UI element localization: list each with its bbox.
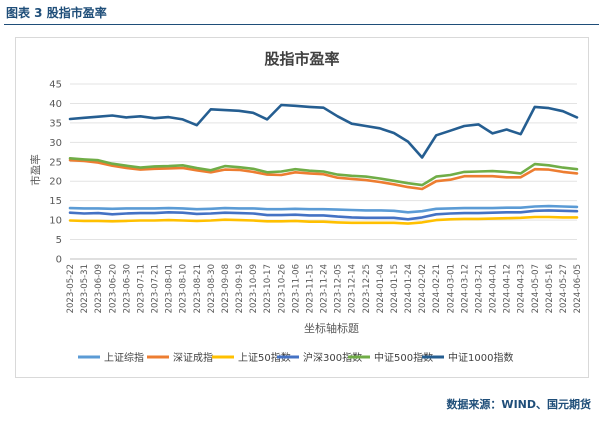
x-tick-label: 2024-03-21 [474,264,484,313]
x-tick-label: 2023-09-08 [221,264,231,313]
legend-label: 中证500指数 [374,351,433,364]
x-tick-label: 2023-11-15 [305,264,315,313]
x-tick-label: 2024-06-05 [573,264,583,313]
x-tick-label: 2023-08-10 [179,264,189,313]
x-tick-label: 2024-04-01 [489,264,499,313]
x-tick-label: 2024-01-15 [390,264,400,313]
x-tick-label: 2023-05-22 [66,264,76,313]
x-tick-label: 2023-08-30 [207,264,217,313]
chart-title: 股指市盈率 [264,50,340,68]
x-tick-label: 2024-05-07 [531,264,541,313]
x-tick-label: 2023-12-25 [362,264,372,313]
series-line [68,158,579,191]
x-tick-label: 2024-03-01 [446,264,456,313]
legend-label: 上证综指 [104,351,144,364]
x-tick-label: 2024-01-04 [376,264,386,313]
x-tick-label: 2023-06-30 [122,264,132,313]
legend-label: 沪深300指数 [303,351,362,364]
legend-label: 深证成指 [173,351,213,364]
source-note: 数据来源：WIND、国元期货 [446,398,591,411]
figure-label: 图表 3 股指市盈率 [6,6,107,20]
series-line [68,204,579,214]
y-tick-label: 15 [49,196,62,207]
x-tick-label: 2024-02-21 [432,264,442,313]
x-tick-label: 2023-06-09 [94,264,104,313]
line-chart: 0 5 10 15 20 25 30 35 40 45 2023-05-22 2023-05-31 20… [29,80,583,365]
x-axis-label: 坐标轴标题 [304,321,359,335]
y-tick-label: 10 [49,216,62,227]
legend-label: 上证50指数 [238,351,291,364]
y-tick-label: 30 [49,138,62,149]
x-tick-label: 2023-08-01 [165,264,175,313]
y-tick-label: 20 [49,177,62,188]
x-tick-label: 2023-06-20 [108,264,118,313]
header-divider [4,24,599,25]
x-tick-label: 2023-11-24 [320,264,330,313]
y-axis-label: 市盈率 [29,154,42,186]
x-tick-label: 2024-02-02 [418,264,428,313]
x-tick-label: 2023-10-09 [249,264,259,313]
x-tick-label: 2023-07-21 [151,264,161,313]
y-tick-label: 35 [49,118,62,129]
y-tick-label: 40 [49,99,62,110]
x-tick-label: 2024-04-12 [503,264,513,313]
y-tick-label: 0 [56,255,62,266]
x-tick-label: 2024-03-12 [460,264,470,313]
x-tick-label: 2024-05-16 [545,264,555,313]
y-tick-label: 45 [49,80,62,91]
x-tick-label: 2023-07-11 [136,264,146,313]
x-tick-label: 2023-11-06 [291,264,301,313]
x-tick-label: 2023-12-05 [334,264,344,313]
x-tick-label: 2023-08-21 [193,264,203,313]
x-tick-label: 2023-10-17 [263,264,273,313]
x-tick-label: 2024-04-23 [517,264,527,313]
series-line [68,157,579,187]
x-tick-label: 2023-12-14 [348,264,358,313]
y-tick-label: 25 [49,157,62,168]
x-tick-label: 2023-10-26 [277,264,287,313]
chart-container: 股指市盈率 0 5 10 15 20 25 30 35 40 45 2023-05-22 2023-0… [15,37,589,378]
legend-label: 中证1000指数 [448,351,513,364]
x-tick-label: 2023-09-19 [235,264,245,313]
x-tick-label: 2023-05-31 [80,264,90,313]
series-line [68,209,579,221]
series-line [68,215,579,225]
x-tick-label: 2024-01-24 [404,264,414,313]
x-tick-label: 2024-05-27 [559,264,569,313]
series-line [68,103,579,159]
y-tick-label: 5 [56,235,62,246]
